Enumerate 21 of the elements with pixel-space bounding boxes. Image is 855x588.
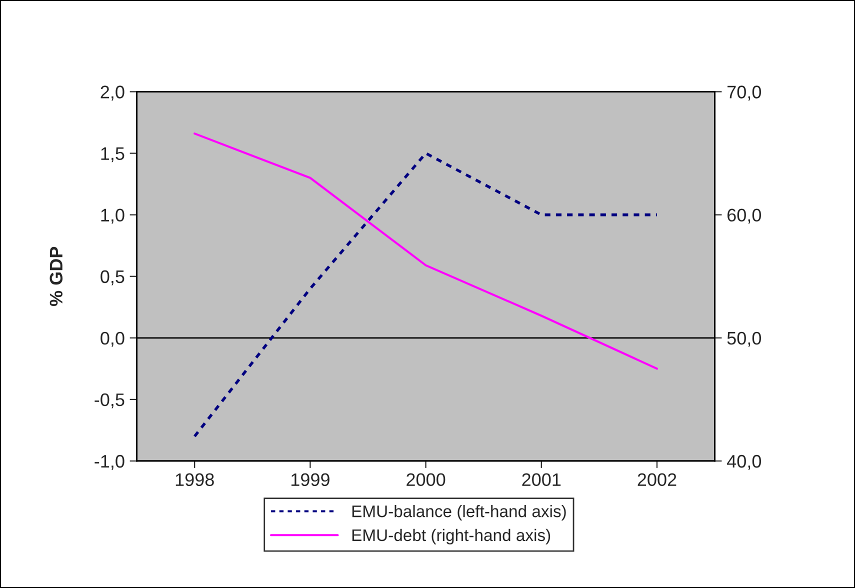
y-tick-label: -1,0	[94, 454, 124, 470]
x-tick-label: 2002	[638, 473, 676, 486]
y-tick-label: 2,0	[100, 86, 124, 101]
y-axis-title: % GDP	[50, 246, 63, 306]
y-tick-label: 0,5	[100, 270, 124, 286]
legend-label: EMU-debt (right-hand axis)	[352, 528, 550, 544]
y-tick-label: 1,5	[101, 147, 124, 162]
line-series	[193, 152, 658, 438]
y-tick-label: -0,5	[94, 393, 124, 408]
line-series	[194, 132, 658, 370]
y-tick-label: 0,0	[100, 332, 124, 347]
y2-tick-label: 40,0	[727, 454, 762, 470]
y-tick-label: 1,0	[101, 208, 124, 224]
y2-tick-label: 70,0	[728, 86, 762, 101]
y2-tick-label: 50,0	[727, 332, 762, 347]
x-tick-label: 2000	[406, 473, 446, 486]
legend-label: EMU-balance (left-hand axis)	[352, 505, 566, 521]
x-tick-label: 2001	[522, 473, 561, 486]
x-tick-label: 1999	[291, 473, 330, 486]
y2-tick-label: 60,0	[728, 208, 762, 224]
x-tick-label: 1998	[176, 473, 214, 486]
